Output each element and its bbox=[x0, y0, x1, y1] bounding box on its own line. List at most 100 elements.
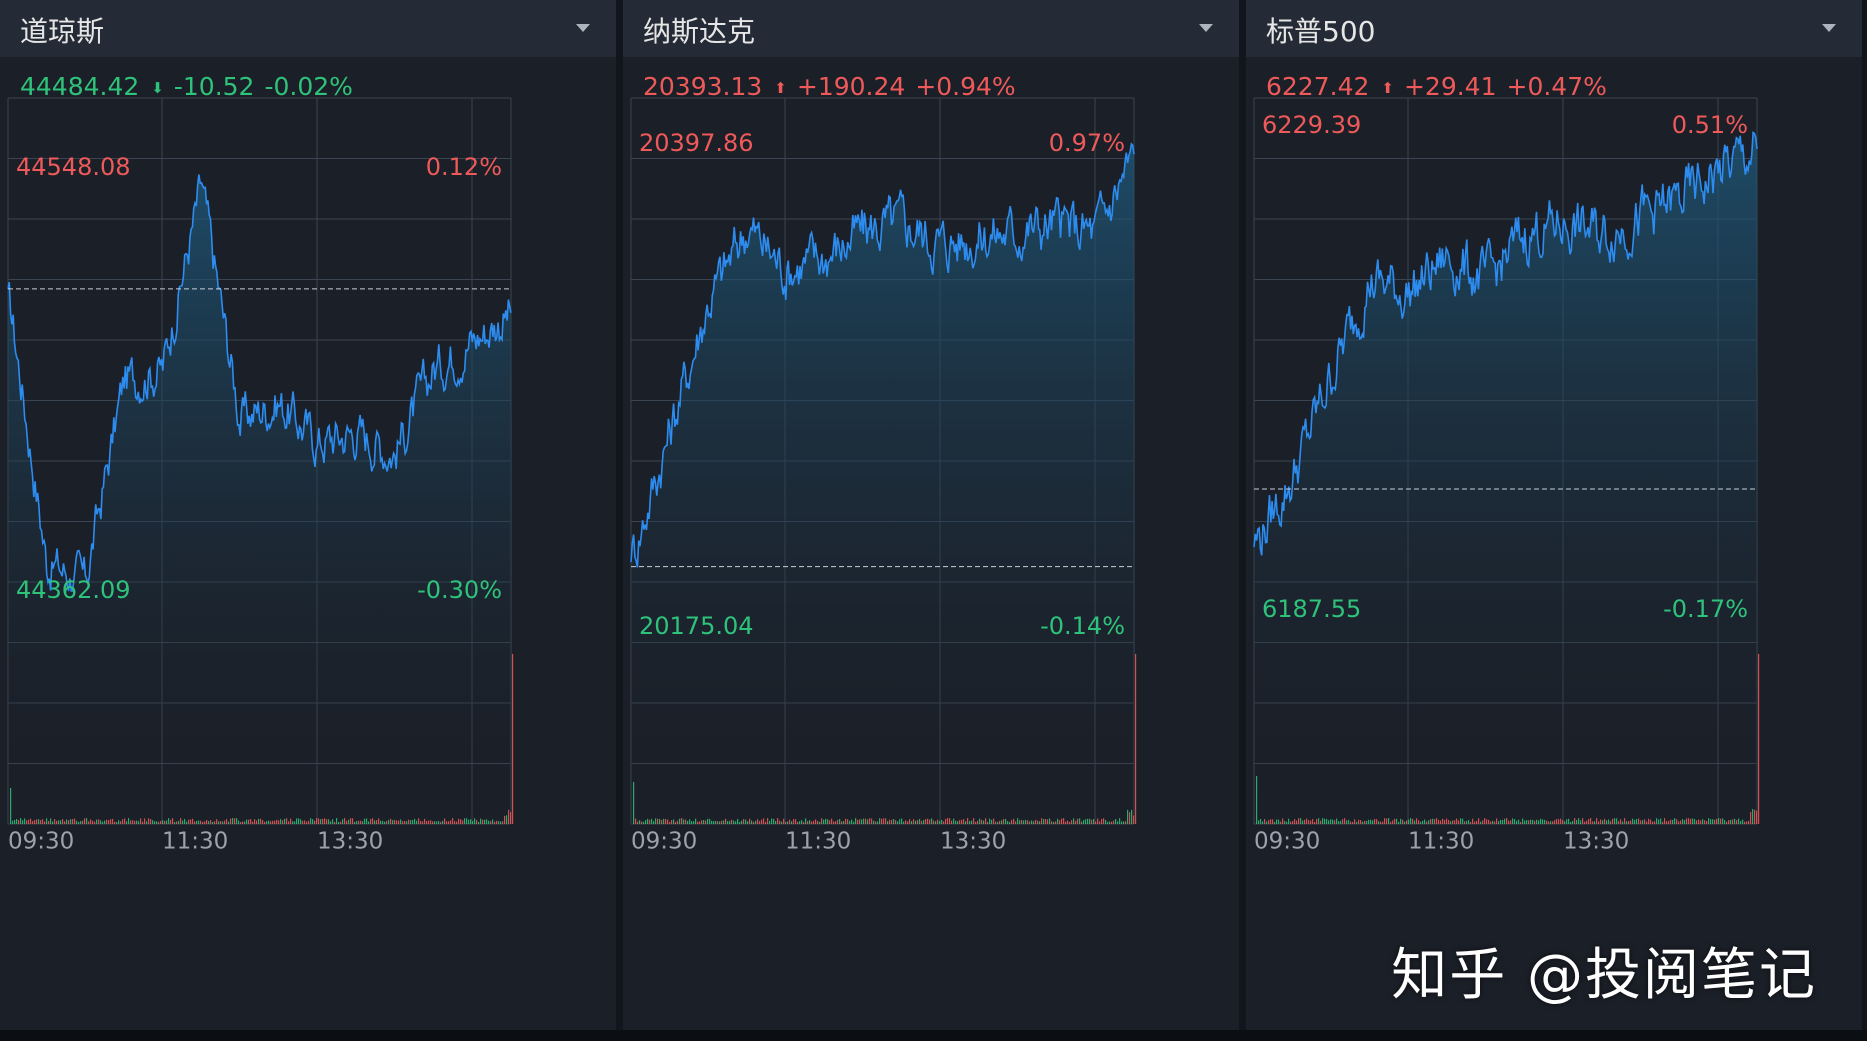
volume-bar bbox=[320, 819, 322, 824]
volume-bar bbox=[104, 820, 106, 824]
volume-bar bbox=[1530, 819, 1532, 824]
volume-bar bbox=[1422, 820, 1424, 824]
volume-bar bbox=[100, 820, 102, 824]
volume-bar bbox=[120, 821, 122, 824]
volume-bar bbox=[1466, 820, 1468, 824]
volume-bar bbox=[1402, 819, 1404, 824]
volume-bar bbox=[400, 819, 402, 824]
volume-bar bbox=[30, 818, 32, 824]
volume-bar bbox=[432, 821, 434, 824]
volume-bar bbox=[1129, 812, 1131, 824]
volume-bar bbox=[108, 820, 110, 824]
volume-bar bbox=[657, 818, 659, 824]
volume-bar bbox=[667, 819, 669, 824]
volume-bar bbox=[895, 820, 897, 824]
volume-bar bbox=[785, 821, 787, 824]
intraday-chart[interactable]: 6229.39 0.51% 6187.55 -0.17% 09:30 11:30 13:30 bbox=[1246, 0, 1862, 1030]
volume-bar bbox=[875, 821, 877, 824]
volume-bar bbox=[1574, 818, 1576, 824]
volume-bar bbox=[1434, 819, 1436, 824]
volume-bar bbox=[697, 821, 699, 824]
volume-bar bbox=[699, 821, 701, 824]
volume-bar bbox=[1308, 820, 1310, 824]
volume-bar bbox=[1728, 820, 1730, 824]
volume-bar bbox=[150, 819, 152, 824]
volume-bar bbox=[242, 821, 244, 824]
volume-bar bbox=[1554, 820, 1556, 824]
volume-bar bbox=[482, 819, 484, 824]
volume-bar bbox=[971, 820, 973, 824]
volume-bar bbox=[1113, 820, 1115, 824]
volume-bar bbox=[238, 820, 240, 824]
price-area bbox=[1254, 132, 1757, 824]
volume-bar bbox=[1654, 821, 1656, 824]
change-percent: +0.94% bbox=[915, 72, 1016, 101]
volume-bar bbox=[1370, 819, 1372, 824]
volume-bar bbox=[1742, 819, 1744, 824]
volume-bar bbox=[284, 818, 286, 824]
volume-bar bbox=[975, 821, 977, 824]
volume-bar bbox=[1262, 821, 1264, 824]
intraday-chart[interactable]: 44548.08 0.12% 44362.09 -0.30% 09:30 11:30 13:… bbox=[0, 0, 616, 1030]
volume-bar bbox=[142, 821, 144, 824]
volume-bar bbox=[1646, 821, 1648, 824]
volume-bar bbox=[1069, 821, 1071, 824]
quote-line: 44484.42 ⬇ -10.52 -0.02% bbox=[20, 72, 363, 101]
volume-bar bbox=[98, 819, 100, 824]
dropdown-arrow-icon[interactable] bbox=[1822, 24, 1836, 32]
volume-bar bbox=[16, 818, 18, 824]
volume-bar bbox=[134, 820, 136, 824]
watermark-logo: 知乎 @投阅笔记 bbox=[1391, 943, 1817, 1008]
volume-bar bbox=[1368, 819, 1370, 824]
volume-bar bbox=[1083, 820, 1085, 824]
panel-header[interactable]: 纳斯达克 bbox=[623, 0, 1239, 57]
volume-bar bbox=[1380, 821, 1382, 824]
volume-bar bbox=[757, 819, 759, 824]
volume-bar bbox=[1015, 821, 1017, 824]
panel-header[interactable]: 标普500 bbox=[1246, 0, 1862, 57]
volume-bar bbox=[408, 819, 410, 824]
volume-bar bbox=[1127, 809, 1129, 824]
dropdown-arrow-icon[interactable] bbox=[1199, 24, 1213, 32]
volume-bar bbox=[354, 821, 356, 824]
dropdown-arrow-icon[interactable] bbox=[576, 24, 590, 32]
volume-bar bbox=[1572, 820, 1574, 824]
volume-bar bbox=[1596, 818, 1598, 824]
volume-bar bbox=[258, 818, 260, 824]
volume-bar bbox=[729, 820, 731, 824]
volume-bar bbox=[1534, 820, 1536, 824]
volume-bar bbox=[683, 819, 685, 824]
volume-bar bbox=[745, 819, 747, 824]
volume-bar bbox=[643, 821, 645, 824]
panel-header[interactable]: 道琼斯 bbox=[0, 0, 616, 57]
volume-bar bbox=[464, 818, 466, 824]
volume-bar bbox=[865, 818, 867, 824]
volume-bar bbox=[1608, 819, 1610, 824]
price-area bbox=[631, 144, 1134, 824]
volume-bar bbox=[1366, 820, 1368, 824]
volume-bar bbox=[402, 821, 404, 824]
volume-bar bbox=[336, 818, 338, 824]
volume-bar bbox=[340, 821, 342, 824]
volume-bar bbox=[669, 821, 671, 824]
volume-bar bbox=[811, 821, 813, 824]
quote-line: 6227.42 ⬆ +29.41 +0.47% bbox=[1266, 72, 1617, 101]
volume-bar bbox=[412, 819, 414, 824]
volume-bar bbox=[847, 819, 849, 824]
volume-bar bbox=[993, 818, 995, 824]
volume-bar bbox=[733, 820, 735, 824]
intraday-chart[interactable]: 20397.86 0.97% 20175.04 -0.14% 09:30 11:30 13:… bbox=[623, 0, 1239, 1030]
volume-bar bbox=[1634, 819, 1636, 824]
volume-bar bbox=[460, 819, 462, 824]
volume-bar bbox=[1424, 819, 1426, 824]
volume-bar bbox=[1494, 821, 1496, 824]
volume-bar bbox=[282, 820, 284, 824]
volume-bar bbox=[1656, 818, 1658, 824]
volume-bar bbox=[1408, 819, 1410, 824]
volume-bar bbox=[1334, 820, 1336, 824]
volume-bar bbox=[989, 818, 991, 824]
volume-bar bbox=[1300, 818, 1302, 824]
volume-bar bbox=[204, 821, 206, 824]
volume-bar bbox=[1025, 819, 1027, 824]
volume-bar bbox=[428, 820, 430, 824]
